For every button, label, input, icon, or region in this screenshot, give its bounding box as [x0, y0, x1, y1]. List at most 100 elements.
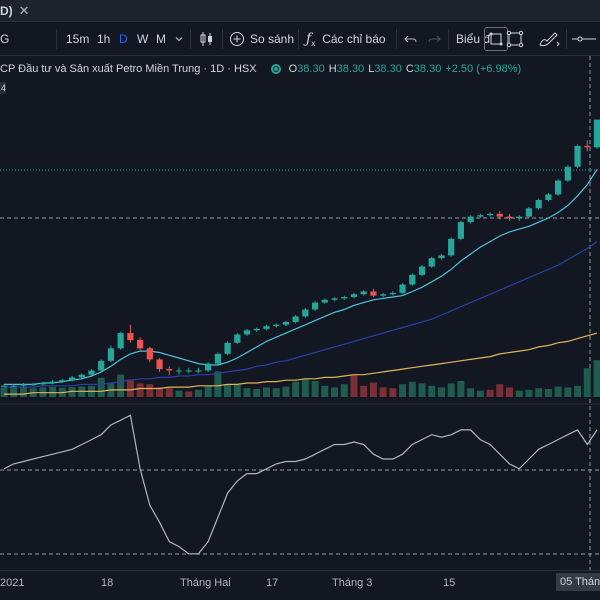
- moving-average-short: [4, 169, 598, 385]
- candle-body: [0, 385, 8, 387]
- volume-bar: [428, 385, 436, 397]
- volume-bar: [340, 384, 348, 397]
- volume-bar: [117, 374, 125, 397]
- change-value: +2.50 (+6.98%): [445, 63, 522, 75]
- candle-body: [205, 363, 212, 371]
- candle-body: [448, 238, 455, 256]
- candle-body: [273, 324, 280, 327]
- interval-dropdown-icon[interactable]: [174, 22, 184, 56]
- volume-bar: [97, 377, 105, 397]
- toolbar-divider: [222, 29, 223, 49]
- open-label: O: [288, 63, 298, 75]
- compare-button[interactable]: So sánh: [229, 22, 294, 56]
- candle-body: [30, 384, 37, 386]
- rectangle-tool-icon[interactable]: [505, 22, 525, 56]
- candle-body: [496, 213, 503, 217]
- volume-bar: [126, 379, 134, 397]
- candle-body: [234, 334, 241, 343]
- candle-body: [263, 326, 270, 329]
- close-label: C: [405, 63, 414, 75]
- candle-body: [525, 208, 533, 217]
- candle-body: [584, 145, 591, 148]
- volume-bar: [331, 387, 339, 397]
- volume-bar: [418, 383, 426, 397]
- candle-body: [10, 385, 17, 387]
- volume-bar: [311, 381, 319, 397]
- volume-bar: [301, 379, 309, 397]
- candle-body: [185, 370, 192, 372]
- candle-body: [117, 333, 124, 349]
- chart-type-button[interactable]: Biểu đ: [456, 32, 491, 46]
- candle-body: [292, 316, 299, 322]
- candle-body: [370, 291, 377, 296]
- volume-bar: [515, 390, 523, 397]
- symbol-label: G: [0, 32, 10, 46]
- volume-bar: [282, 386, 290, 397]
- time-tick: Tháng Hai: [180, 577, 231, 589]
- volume-bar: [564, 387, 572, 397]
- toolbar-divider: [56, 29, 57, 49]
- volume-bar: [49, 386, 57, 397]
- interval-15m-button[interactable]: 15m: [66, 32, 90, 46]
- undo-icon[interactable]: [403, 22, 419, 56]
- symbol-search-button[interactable]: G: [0, 22, 9, 56]
- fx-icon: ƒ: [306, 31, 312, 47]
- compare-label: So sánh: [250, 32, 295, 46]
- candle-body: [156, 359, 163, 370]
- candle-body: [166, 369, 173, 371]
- tab-bar: D) ✕: [0, 0, 600, 22]
- moving-average-long: [4, 332, 598, 395]
- toolbar-divider: [396, 29, 397, 49]
- time-tick: 18: [101, 577, 114, 589]
- candle-body: [574, 145, 581, 167]
- volume-bar: [544, 389, 552, 397]
- candle-body: [457, 222, 465, 239]
- market-status-icon: [270, 64, 281, 74]
- volume-bar: [233, 385, 241, 397]
- rsi-line: [3, 414, 598, 555]
- volume-bar: [447, 383, 455, 397]
- candle-body: [545, 194, 552, 200]
- candle-body: [224, 342, 231, 354]
- candle-body: [88, 370, 95, 375]
- volume-bar: [156, 387, 164, 397]
- candle-body: [321, 299, 328, 303]
- volume-bar: [554, 386, 562, 397]
- volume-bar: [525, 389, 533, 397]
- candle-style-icon[interactable]: [198, 22, 216, 56]
- time-tick: 17: [266, 577, 279, 589]
- volume-bar: [369, 382, 377, 397]
- close-tab-icon[interactable]: ✕: [18, 3, 30, 18]
- symbol-description: CP Đầu tư và Sản xuất Petro Miền Trung ·…: [0, 63, 257, 75]
- volume-bar: [379, 387, 387, 397]
- redo-icon[interactable]: [426, 22, 442, 56]
- time-tick: Tháng 3: [332, 577, 373, 589]
- interval-m-button[interactable]: M: [156, 32, 166, 46]
- line-tool-icon[interactable]: [572, 22, 596, 56]
- candle-body: [20, 384, 27, 386]
- price-chart[interactable]: [0, 56, 600, 570]
- volume-bar: [10, 387, 18, 397]
- volume-bar: [457, 381, 465, 397]
- candle-body: [282, 321, 290, 325]
- interval-w-button[interactable]: W: [137, 32, 149, 46]
- candle-body: [593, 119, 600, 148]
- volume-bar: [204, 385, 212, 397]
- open-value: 38.30: [297, 63, 325, 75]
- toolbar-divider: [566, 29, 567, 49]
- volume-bar: [262, 387, 270, 397]
- brush-tool-icon[interactable]: [537, 22, 561, 56]
- candle-body: [564, 166, 571, 181]
- interval-1h-button[interactable]: 1h: [97, 32, 111, 46]
- candle-body: [506, 216, 513, 218]
- candle-body: [98, 360, 105, 371]
- interval-d-button[interactable]: D: [119, 32, 128, 46]
- candle-body: [477, 215, 484, 217]
- chart-tab[interactable]: D) ✕: [0, 0, 36, 22]
- fullscreen-icon[interactable]: [484, 27, 508, 51]
- volume-bar: [292, 381, 300, 397]
- time-axis[interactable]: 2021 18 Tháng Hai 17 Tháng 3 15 05 Tháng…: [0, 570, 600, 600]
- volume-bar: [467, 388, 475, 397]
